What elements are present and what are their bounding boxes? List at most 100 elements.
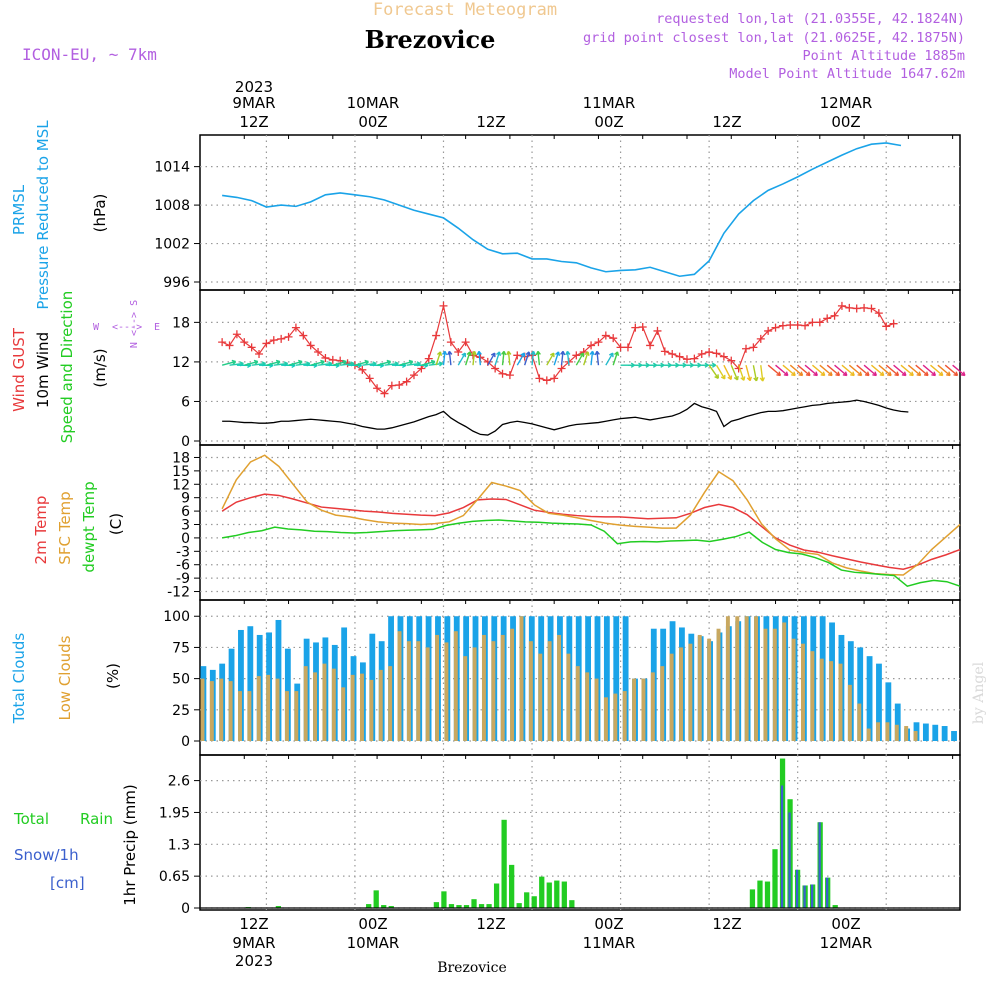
low-cloud-bar <box>313 672 318 741</box>
gust-marker <box>874 309 883 318</box>
low-cloud-bar <box>528 641 533 741</box>
wind-arrow-head <box>476 350 482 356</box>
wind-arrow <box>841 364 855 377</box>
wind-arrow <box>421 360 436 366</box>
rain-bar <box>463 905 470 908</box>
gridpoint-coords: grid point closest lon,lat (21.0625E, 42… <box>583 30 965 46</box>
rain-bar <box>478 904 485 908</box>
compass-w: W <box>93 322 100 333</box>
rain-bar <box>764 881 771 908</box>
wind-arrow <box>612 351 619 366</box>
gust-marker <box>801 321 810 330</box>
total-cloud-bar <box>941 726 948 741</box>
wind-arrow-head <box>791 371 796 377</box>
rain-bar <box>524 892 530 908</box>
y-tick-label: -6 <box>176 558 190 574</box>
rain-bar <box>381 905 387 908</box>
gust-marker <box>409 371 418 380</box>
gust-marker <box>653 326 662 335</box>
wind-arrow-head <box>565 350 571 356</box>
wind-arrow <box>789 364 803 377</box>
wind-arrow <box>826 364 840 377</box>
low-cloud-bar <box>829 661 834 741</box>
total-cloud-bar <box>341 627 348 741</box>
wind-arrow-head <box>901 371 907 377</box>
low-cloud-bar <box>772 628 777 741</box>
bottom-time-labels: 12Z 9MAR 2023 00Z 10MAR 12Z 00Z 11MAR 12… <box>232 915 872 970</box>
y-tick-label: 1014 <box>154 160 190 176</box>
wind-arrow <box>834 364 848 377</box>
gust-marker <box>262 339 271 348</box>
total-cloud-bar <box>894 703 901 741</box>
bottom-date-0: 9MAR <box>232 934 275 952</box>
wind-arrow-head <box>430 359 436 365</box>
y-tick-label: 1008 <box>154 198 190 214</box>
low-cloud-bar <box>913 731 918 741</box>
gust-marker <box>454 348 463 357</box>
top-time-labels: 2023 9MAR 12Z 10MAR 00Z 12Z 11MAR 00Z 12… <box>232 78 872 131</box>
wind-arrow <box>448 351 452 366</box>
rain-bar <box>275 906 282 908</box>
top-date-5: 12MAR <box>820 94 873 112</box>
pressure-unit: (hPa) <box>91 194 109 233</box>
wind-arrow <box>930 364 944 377</box>
location-title: Brezovice <box>365 25 496 54</box>
wind-arrow <box>501 351 505 366</box>
wind-arrow <box>266 360 281 366</box>
snow-label: Snow/1h <box>14 846 79 864</box>
y-tick-label: 18 <box>172 315 190 331</box>
wind-arrow-head <box>894 371 900 377</box>
low-cloud-bar <box>679 647 683 741</box>
wind-arrow <box>546 352 555 366</box>
wind-arrow-head <box>733 375 739 381</box>
y-tick-label: -12 <box>167 585 190 601</box>
wind-arrow-head <box>842 371 848 377</box>
wind-arrow <box>507 351 511 366</box>
wind-arrow-head <box>594 350 600 356</box>
total-cloud-bar <box>885 682 892 741</box>
gust-marker <box>609 334 618 343</box>
low-cloud-bar <box>219 678 224 741</box>
rain-bar <box>366 904 372 908</box>
low-cloud-bar <box>894 724 899 741</box>
wind-arrow <box>478 351 482 366</box>
gust-marker <box>439 301 448 310</box>
wind-arrow-head <box>608 352 614 358</box>
low-cloud-bar <box>735 616 740 741</box>
gust-marker <box>550 374 559 383</box>
rain-bar <box>554 880 560 908</box>
gust-marker <box>328 355 337 364</box>
wind-arrow <box>848 364 863 377</box>
gust-marker <box>557 364 566 373</box>
y-tick-label: 100 <box>163 609 190 625</box>
wind-arrow-head <box>530 350 536 356</box>
pressure-panel <box>199 134 961 291</box>
low-cloud-bar <box>819 658 824 741</box>
low-cloud-bar <box>613 693 618 741</box>
low-cloud-bar <box>650 672 655 741</box>
low-cloud-bar <box>350 674 355 741</box>
gust-marker <box>697 350 706 358</box>
wind-arrow-head <box>386 359 392 365</box>
gust-marker <box>638 322 647 331</box>
gust-marker <box>601 331 610 340</box>
wind-arrow <box>244 360 258 366</box>
wind-arrow <box>760 365 764 382</box>
wind-arrow <box>221 360 236 366</box>
low-cloud-bar <box>463 656 468 741</box>
speed-direction-label: Speed and Direction <box>58 291 76 444</box>
gust-marker <box>771 323 780 332</box>
low-cloud-bar <box>425 647 430 741</box>
wind-arrow <box>723 364 732 380</box>
snow-bar <box>795 869 799 908</box>
low-cloud-bar <box>866 728 871 741</box>
top-hour-4: 12Z <box>712 113 741 131</box>
y-tick-label: 0 <box>181 434 190 450</box>
gust-marker <box>808 318 817 327</box>
gust-marker <box>646 341 655 350</box>
gust-marker <box>247 343 256 352</box>
wind-arrow-head <box>589 350 595 356</box>
gust-marker <box>860 303 869 312</box>
wind-unit: (m/s) <box>91 348 109 387</box>
wind-arrow-head <box>714 374 720 379</box>
